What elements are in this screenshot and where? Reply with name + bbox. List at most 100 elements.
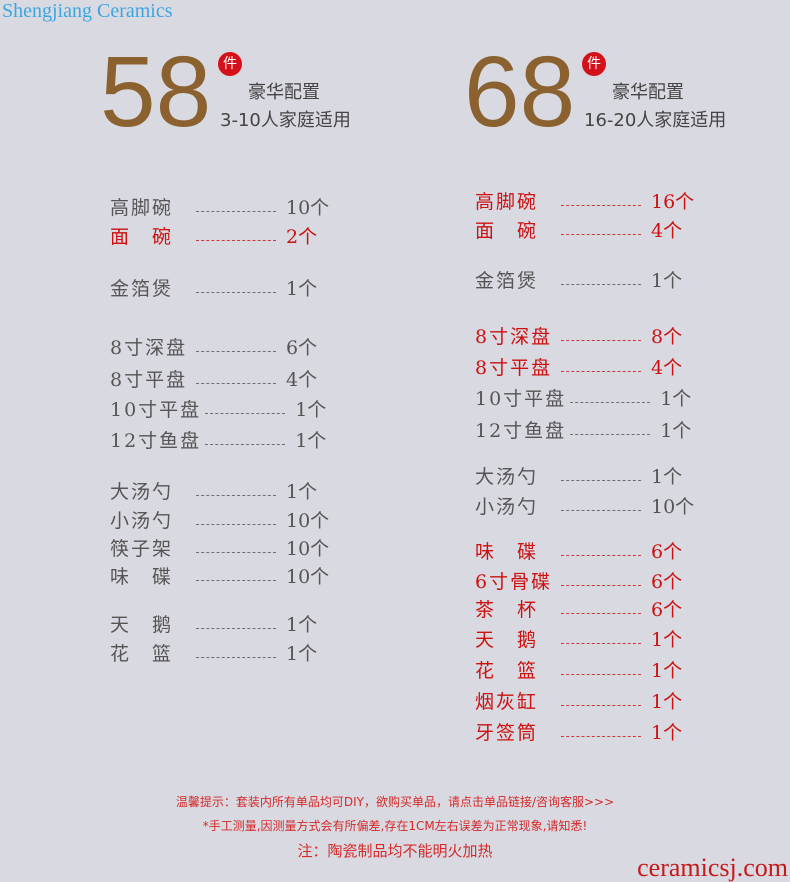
item-name: 8寸平盘 [110, 369, 188, 391]
item-name: 牙签筒 [475, 722, 539, 744]
item-qty: 1个 [651, 270, 683, 292]
dashed-leader [196, 494, 276, 496]
set-2-item: 6寸骨碟 6个 [475, 569, 682, 595]
set-1-item: 面 碗 2个 [110, 224, 317, 250]
item-name: 味 碟 [110, 566, 174, 588]
dashed-leader [196, 239, 276, 241]
dashed-leader [561, 704, 641, 706]
dashed-leader [561, 339, 641, 341]
dashed-leader [196, 291, 276, 293]
dashed-leader [561, 283, 641, 285]
dashed-leader [561, 479, 641, 481]
heat-warning: 注：陶瓷制品均不能明火加热 [297, 842, 493, 860]
item-name: 烟灰缸 [475, 691, 539, 713]
item-name: 8寸深盘 [110, 337, 188, 359]
set-1-item: 花 篮 1个 [110, 641, 317, 667]
dashed-leader [561, 370, 641, 372]
set-1-item: 10寸平盘 1个 [110, 397, 326, 423]
item-qty: 6个 [651, 571, 683, 593]
set-1-count: 58 [100, 36, 212, 148]
dashed-leader [196, 579, 276, 581]
item-qty: 1个 [295, 399, 327, 421]
set-2-item: 8寸平盘 4个 [475, 355, 682, 381]
set-2-item: 大汤勺 1个 [475, 464, 682, 490]
item-name: 大汤勺 [110, 481, 174, 503]
item-name: 12寸鱼盘 [110, 430, 202, 452]
item-name: 大汤勺 [475, 466, 539, 488]
item-name: 10寸平盘 [110, 399, 202, 421]
dashed-leader [561, 554, 641, 556]
item-name: 面 碗 [110, 226, 174, 248]
dashed-leader [570, 401, 651, 403]
item-name: 金箔煲 [110, 278, 174, 300]
item-name: 高脚碗 [110, 197, 174, 219]
set-1-item: 12寸鱼盘 1个 [110, 428, 326, 454]
dashed-leader [561, 509, 641, 511]
item-qty: 8个 [651, 326, 683, 348]
dashed-leader [561, 642, 641, 644]
item-name: 金箔煲 [475, 270, 539, 292]
item-qty: 1个 [651, 660, 683, 682]
item-name: 10寸平盘 [475, 388, 567, 410]
set-2-item: 高脚碗 16个 [475, 189, 694, 215]
set-1-item: 高脚碗 10个 [110, 195, 329, 221]
set-1-item: 味 碟 10个 [110, 564, 329, 590]
set-1-title: 豪华配置 [248, 82, 320, 103]
item-qty: 1个 [295, 430, 327, 452]
item-name: 花 篮 [475, 660, 539, 682]
item-name: 8寸平盘 [475, 357, 553, 379]
set-1-item: 8寸深盘 6个 [110, 335, 317, 361]
set-2-item: 牙签筒 1个 [475, 720, 682, 746]
item-name: 8寸深盘 [475, 326, 553, 348]
set-2-item: 味 碟 6个 [475, 539, 682, 565]
item-name: 筷子架 [110, 538, 174, 560]
set-2-item: 面 碗 4个 [475, 218, 682, 244]
dashed-leader [196, 627, 276, 629]
set-2-item: 10寸平盘 1个 [475, 386, 691, 412]
set-2-item: 茶 杯 6个 [475, 597, 682, 623]
item-qty: 4个 [651, 357, 683, 379]
set-2-title: 豪华配置 [612, 82, 684, 103]
item-qty: 1个 [286, 643, 318, 665]
dashed-leader [196, 656, 276, 658]
set-1-item: 天 鹅 1个 [110, 612, 317, 638]
set-1-item: 筷子架 10个 [110, 536, 329, 562]
item-qty: 1个 [651, 629, 683, 651]
item-name: 天 鹅 [110, 614, 174, 636]
item-qty: 1个 [286, 481, 318, 503]
set-2-item: 8寸深盘 8个 [475, 324, 682, 350]
item-name: 面 碗 [475, 220, 539, 242]
item-qty: 10个 [651, 496, 695, 518]
dashed-leader [196, 551, 276, 553]
dashed-leader [196, 210, 276, 212]
item-qty: 1个 [651, 466, 683, 488]
dashed-leader [561, 233, 641, 235]
item-qty: 10个 [286, 538, 330, 560]
item-qty: 1个 [660, 388, 692, 410]
set-2-item: 12寸鱼盘 1个 [475, 418, 691, 444]
dashed-leader [570, 433, 651, 435]
item-qty: 10个 [286, 510, 330, 532]
set-1-subtitle: 3-10人家庭适用 [220, 110, 351, 131]
dashed-leader [196, 523, 276, 525]
set-2-subtitle: 16-20人家庭适用 [584, 110, 727, 131]
set-1-item: 大汤勺 1个 [110, 479, 317, 505]
item-qty: 1个 [651, 722, 683, 744]
set-2-item: 烟灰缸 1个 [475, 689, 682, 715]
item-name: 6寸骨碟 [475, 571, 553, 593]
set-2-item: 小汤勺 10个 [475, 494, 694, 520]
item-name: 茶 杯 [475, 599, 539, 621]
dashed-leader [561, 673, 641, 675]
item-qty: 6个 [651, 599, 683, 621]
item-name: 味 碟 [475, 541, 539, 563]
set-2-count: 68 [464, 36, 576, 148]
dashed-leader [561, 612, 641, 614]
set-1-unit-badge: 件 [218, 52, 242, 76]
set-2-item: 天 鹅 1个 [475, 627, 682, 653]
watermark: Shengjiang Ceramics [2, 0, 173, 22]
item-qty: 6个 [651, 541, 683, 563]
item-name: 天 鹅 [475, 629, 539, 651]
dashed-leader [196, 350, 276, 352]
measure-note: *手工测量,因测量方式会有所偏差,存在1CM左右误差为正常现象,请知悉! [202, 819, 588, 833]
